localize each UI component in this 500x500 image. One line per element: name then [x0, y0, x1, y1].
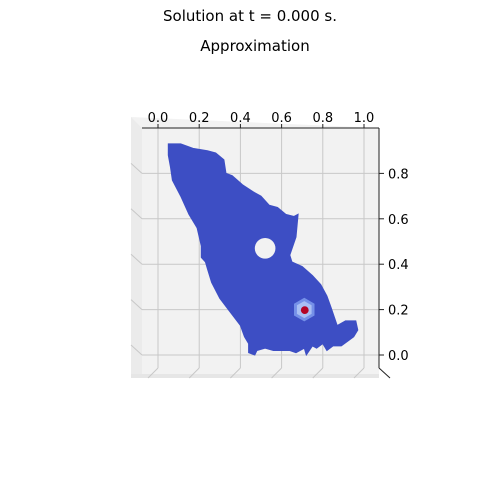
- x-tick-label: 0.0: [148, 111, 169, 126]
- left-gridline: [130, 208, 143, 220]
- floor-gridline: [188, 367, 200, 379]
- floor-pane: [131, 374, 379, 378]
- y-ticks: 0.0 0.2 0.4 0.6 0.8: [379, 167, 409, 364]
- figure-suptitle: Solution at t = 0.000 s.: [163, 7, 337, 25]
- left-pane: [131, 117, 142, 374]
- left-gridline: [130, 253, 143, 265]
- y-tick-label: 0.2: [388, 304, 409, 319]
- left-gridline: [130, 344, 143, 356]
- floor-gridline: [353, 367, 365, 379]
- y-tick-label: 0.6: [388, 213, 409, 228]
- peak-core: [300, 306, 309, 315]
- x-tick-label: 0.4: [230, 111, 251, 126]
- x-tick-label: 0.8: [312, 111, 333, 126]
- floor-gridline: [271, 367, 282, 379]
- left-gridline: [130, 163, 143, 174]
- y-tick-label: 0.4: [388, 258, 409, 273]
- x-tick-label: 0.6: [271, 111, 292, 126]
- x-tick-label: 0.2: [189, 111, 210, 126]
- x-tick-label: 1.0: [354, 111, 375, 126]
- plot-title: Approximation: [200, 37, 310, 55]
- z-axis-line: [378, 367, 391, 379]
- peak-group: [294, 297, 315, 322]
- floor-gridline: [230, 367, 241, 379]
- floor-gridline: [312, 367, 324, 379]
- y-tick-label: 0.8: [388, 167, 409, 182]
- left-gridline: [130, 299, 143, 310]
- x-ticks: 0.0 0.2 0.4 0.6 0.8 1.0: [148, 111, 375, 128]
- y-tick-label: 0.0: [388, 349, 409, 364]
- floor-gridline: [147, 367, 159, 379]
